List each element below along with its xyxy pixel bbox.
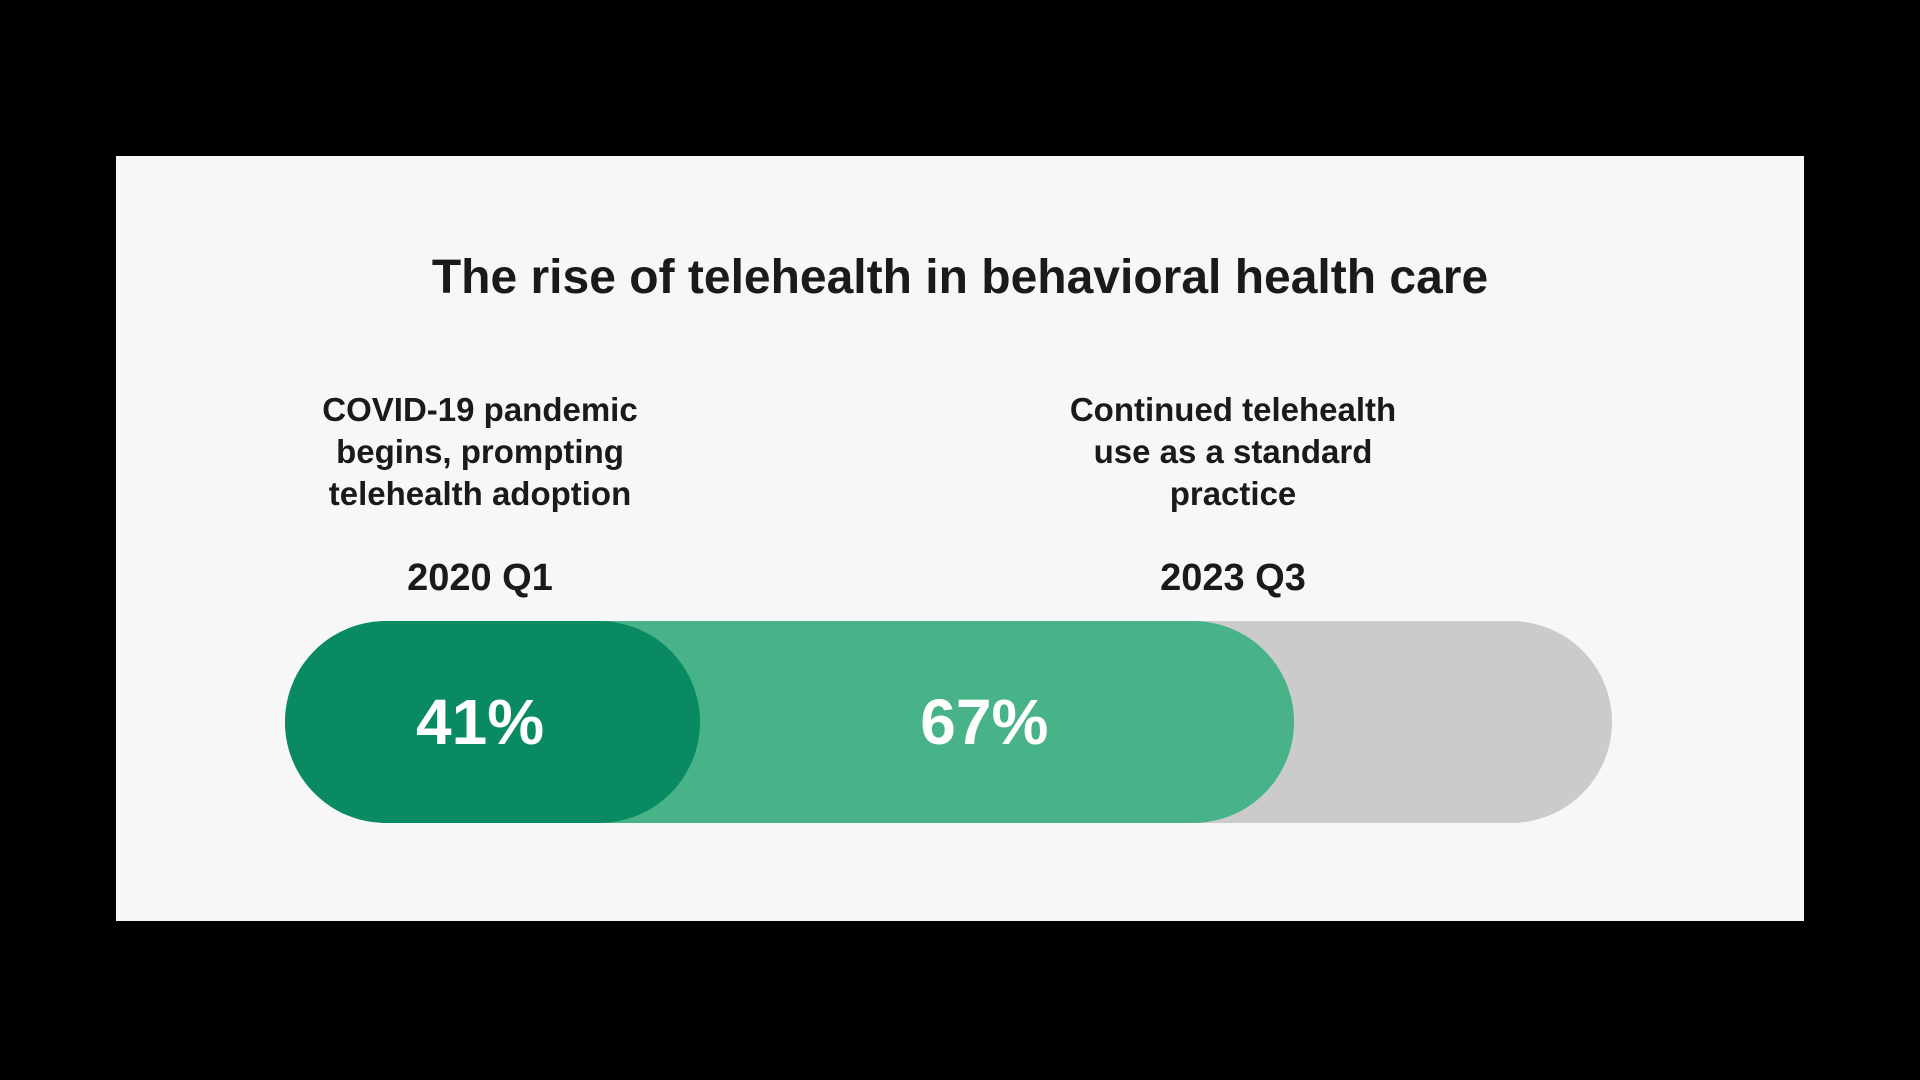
chart-card: The rise of telehealth in behavioral hea… xyxy=(116,156,1804,921)
chart-title: The rise of telehealth in behavioral hea… xyxy=(431,251,1489,304)
progress-segment-41 xyxy=(285,621,701,823)
value-label-67: 67% xyxy=(920,686,1049,758)
annotation-2020-q1: COVID-19 pandemic begins, prompting tele… xyxy=(322,391,638,512)
quarter-label-2020-q1: 2020 Q1 xyxy=(407,557,553,599)
quarter-label-2023-q3: 2023 Q3 xyxy=(1160,557,1306,599)
progress-bar: 41% 67% xyxy=(285,621,1612,823)
value-label-41: 41% xyxy=(416,686,545,758)
annotation-2023-q3: Continued telehealth use as a standard p… xyxy=(1069,391,1397,512)
